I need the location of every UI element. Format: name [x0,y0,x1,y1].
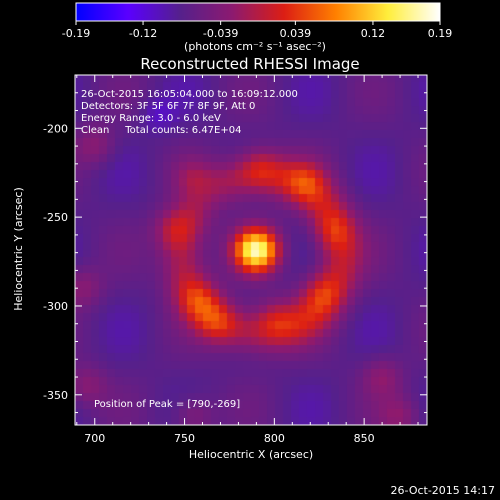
y-axis-ticks: -200 -250 -300 -350 [43,92,427,414]
colorbar-tick-label: 0.039 [280,27,312,40]
heatmap-image [75,75,427,425]
colorbar-tick-label: -0.19 [62,27,90,40]
plot-frame [74,74,428,426]
colorbar-gradient [75,2,441,22]
x-tick-label: 750 [174,432,195,445]
x-axis-ticks: 700 750 800 850 [76,75,419,445]
y-tick-label: -200 [43,122,68,135]
annotation-energy-range: Energy Range: 3.0 - 6.0 keV [81,113,221,124]
colorbar-tick-label: 0.19 [428,27,453,40]
heatmap-canvas [75,75,427,425]
colorbar: -0.19 -0.12 -0.039 0.039 0.12 0.19 (photons c… [62,2,452,53]
footer-timestamp: 26-Oct-2015 14:17 [391,484,495,497]
info-annotations: 26-Oct-2015 16:05:04.000 to 16:09:12.000… [81,89,298,410]
colorbar-units: (photons cm⁻² s⁻¹ asec⁻²) [184,40,326,53]
annotation-detectors: Detectors: 3F 5F 6F 7F 8F 9F, Att 0 [81,101,255,112]
y-axis-label: Heliocentric Y (arcsec) [12,187,25,311]
colorbar-tick-label: 0.12 [361,27,386,40]
x-tick-label: 700 [84,432,105,445]
x-tick-label: 800 [264,432,285,445]
x-axis-label: Heliocentric X (arcsec) [189,448,313,461]
annotation-peak-position: Position of Peak = [790,-269] [94,399,240,410]
annotation-time-range: 26-Oct-2015 16:05:04.000 to 16:09:12.000 [81,89,298,100]
x-tick-label: 850 [354,432,375,445]
colorbar-ticks: -0.19 -0.12 -0.039 0.039 0.12 0.19 [62,21,452,40]
colorbar-tick-label: -0.12 [129,27,157,40]
annotation-clean-counts: Clean Total counts: 6.47E+04 [81,125,241,136]
y-tick-label: -350 [43,389,68,402]
chart-title: Reconstructed RHESSI Image [140,55,359,73]
colorbar-tick-label: -0.039 [203,27,238,40]
y-tick-label: -250 [43,211,68,224]
y-tick-label: -300 [43,300,68,313]
